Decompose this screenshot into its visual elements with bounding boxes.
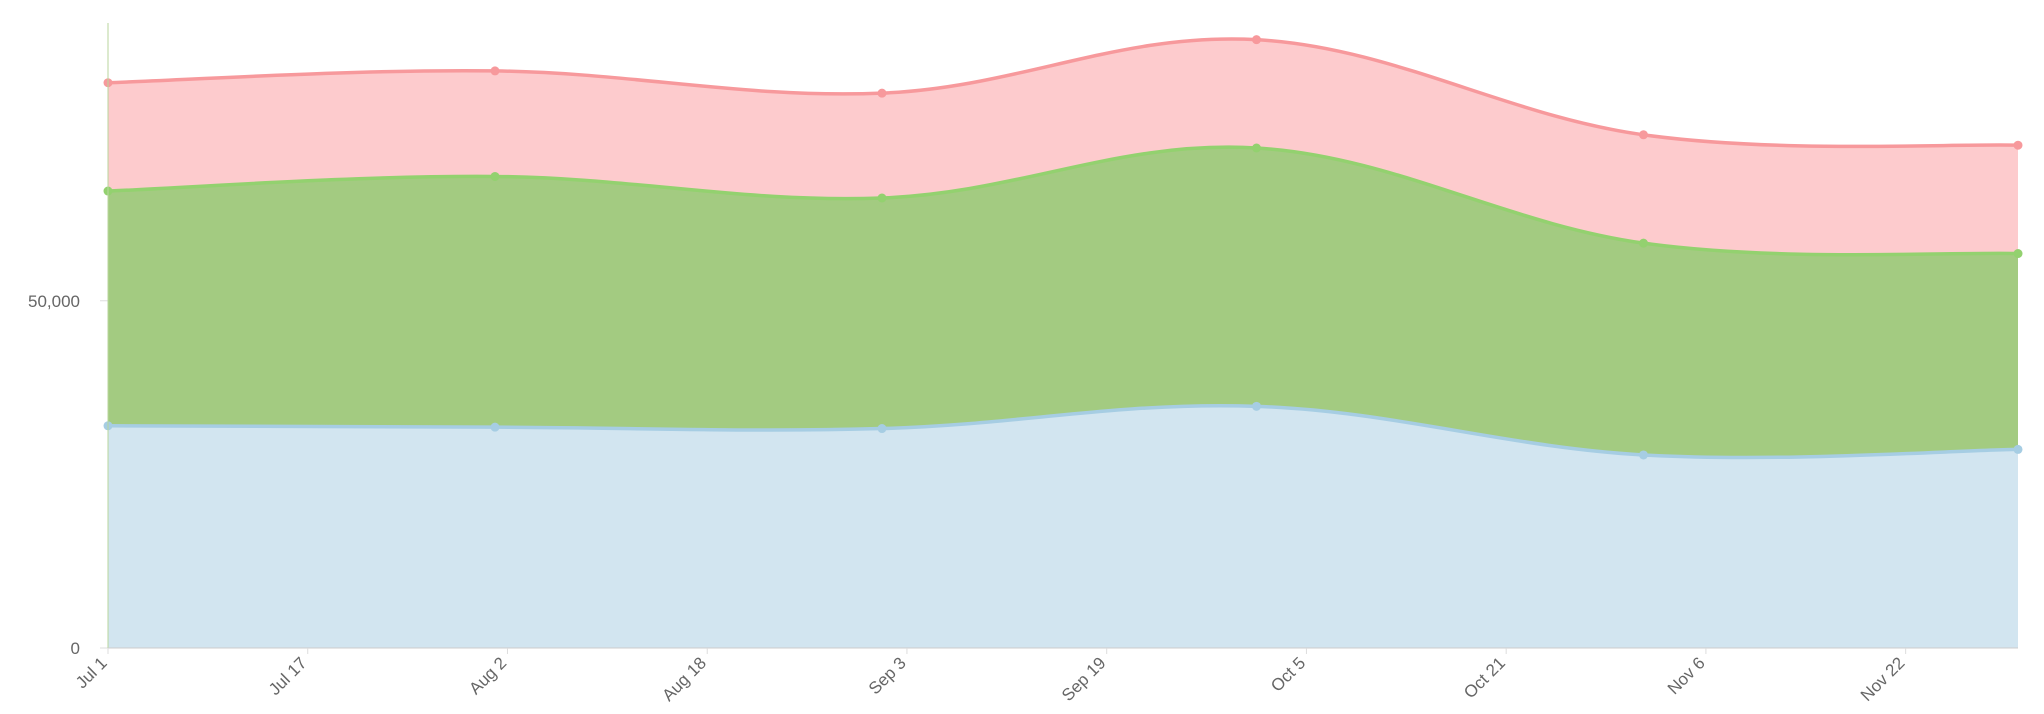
data-point [1638, 130, 1648, 140]
x-tick-label: Jul 17 [265, 653, 311, 699]
data-point [2013, 140, 2023, 150]
x-tick-label: Aug 2 [465, 653, 510, 698]
data-point [490, 66, 500, 76]
area-fill [108, 405, 2018, 648]
data-point [490, 171, 500, 181]
series-line [107, 403, 2019, 460]
x-tick-label: Nov 6 [1664, 653, 1709, 698]
y-tick-label: 50,000 [28, 292, 80, 311]
x-tick-label: Jul 1 [72, 653, 111, 692]
area-fill [108, 38, 2018, 255]
data-point [490, 422, 500, 432]
data-point [2013, 444, 2023, 454]
data-point [1638, 238, 1648, 248]
x-tick-label: Aug 18 [659, 653, 711, 705]
x-tick-label: Sep 3 [865, 653, 910, 698]
data-point [1251, 143, 1261, 153]
y-tick-label: 0 [71, 639, 80, 658]
data-point [1638, 450, 1648, 460]
series-line [107, 37, 2019, 149]
x-tick-label: Oct 5 [1267, 653, 1309, 695]
data-point [2013, 249, 2023, 259]
x-tick-label: Oct 21 [1460, 653, 1509, 702]
data-point [1251, 401, 1261, 411]
data-point [877, 193, 887, 203]
x-tick-label: Sep 19 [1058, 653, 1110, 705]
x-tick-label: Nov 22 [1857, 653, 1909, 705]
data-point [877, 88, 887, 98]
area-fill [108, 147, 2018, 458]
series-line [107, 145, 2019, 257]
data-point [1251, 35, 1261, 45]
data-point [877, 424, 887, 434]
